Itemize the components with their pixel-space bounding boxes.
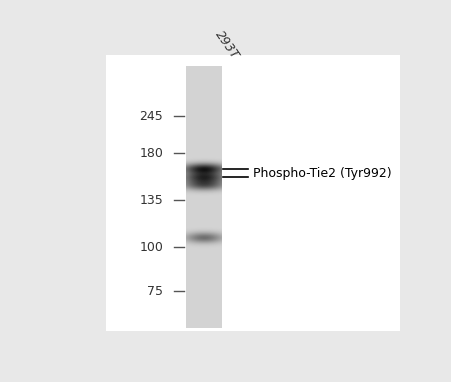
Text: 180: 180: [139, 147, 163, 160]
Bar: [186, 66, 221, 328]
Text: 245: 245: [139, 110, 163, 123]
Text: 293T: 293T: [212, 29, 241, 62]
Text: 75: 75: [147, 285, 163, 298]
Text: 135: 135: [139, 194, 163, 207]
Text: 100: 100: [139, 241, 163, 254]
Bar: [106, 55, 399, 331]
Text: Phospho-Tie2 (Tyr992): Phospho-Tie2 (Tyr992): [252, 167, 391, 180]
